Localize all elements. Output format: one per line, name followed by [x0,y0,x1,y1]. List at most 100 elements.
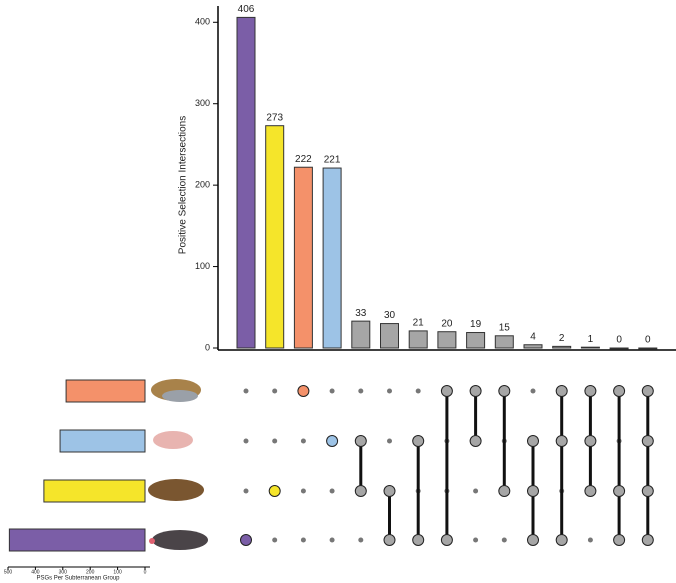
set-size-bar [43,479,146,503]
empty-dot [272,438,278,444]
member-dot [383,485,396,497]
member-dot [641,385,654,397]
set-size-bar [8,528,146,552]
member-dot [613,485,626,497]
set-size-tick-label: 100 [113,569,122,575]
value-label: 1 [588,334,594,345]
bar [523,344,543,349]
bar [380,323,399,349]
value-label: 21 [413,318,425,329]
member-dot [584,435,597,447]
x-axis-label: PSGs Per Subterranean Group [36,576,120,582]
empty-dot [300,488,306,494]
y-tick-label: 400 [195,17,210,27]
set-size-tick-label: 0 [144,569,147,575]
bar [437,331,457,349]
empty-dot [501,537,507,543]
bar [408,330,428,349]
member-dot [440,534,453,546]
value-label: 221 [324,155,341,166]
empty-dot [415,388,421,394]
member-dot [469,435,482,447]
member-dot [641,485,654,497]
bar [265,125,285,349]
bar [552,345,572,349]
value-label: 0 [645,335,651,346]
member-dot [641,534,654,546]
y-tick-label: 200 [195,180,210,190]
value-label: 15 [499,322,511,333]
value-label: 273 [266,112,283,123]
member-dot [555,385,568,397]
member-dot [297,385,310,397]
animal-icons [148,379,208,550]
member-dot [584,385,597,397]
empty-dot [243,388,249,394]
empty-dot [329,488,335,494]
empty-dot [358,537,364,543]
member-dot [326,435,339,447]
set-size-bar [59,429,146,453]
empty-dot [329,537,335,543]
member-dot [641,435,654,447]
member-dot [527,435,539,447]
value-label: 2 [559,333,565,344]
set-size-tick-label: 500 [4,569,13,575]
bar [638,347,658,350]
empty-dot [243,438,249,444]
empty-dot [243,488,249,494]
value-label: 33 [355,308,367,319]
empty-dot [387,388,392,394]
value-label: 406 [238,4,255,15]
member-dot [498,385,511,397]
member-dot [527,534,539,546]
value-label: 222 [295,154,312,165]
member-dot [527,485,539,497]
empty-dot [300,438,306,444]
set-size-tick-label: 300 [59,569,68,575]
empty-dot [358,388,364,394]
member-dot [469,385,482,397]
empty-dot [587,537,593,543]
member-dot [584,485,597,497]
member-dot [498,485,511,497]
value-label: 19 [470,319,482,330]
member-dot [240,534,252,546]
member-dot [354,435,367,447]
empty-dot [473,488,479,494]
set-size-tick-label: 400 [31,569,40,575]
set-size-bar [65,379,146,403]
empty-dot [530,388,536,394]
empty-dot [329,388,335,394]
member-dot [412,435,425,447]
value-label: 20 [441,318,453,329]
y-axis-label: Positive Selection Intersections [178,116,189,254]
value-label: 0 [616,335,622,346]
empty-dot [272,537,278,543]
bar [494,335,514,349]
empty-dot [300,537,306,543]
bar [466,332,486,349]
bar [293,166,313,349]
bar [351,320,371,349]
value-label: 4 [530,331,536,342]
empty-dot [387,438,392,444]
member-dot [412,534,425,546]
empty-dot [473,537,479,543]
member-dot [354,485,367,497]
bar [322,167,342,349]
member-dot [555,435,568,447]
y-tick-label: 300 [195,98,210,108]
member-dot [268,485,281,497]
member-dot [440,385,453,397]
member-dot [383,534,396,546]
bar [580,346,600,349]
value-label: 30 [384,310,396,321]
bar [236,16,256,349]
set-size-tick-label: 200 [86,569,95,575]
member-dot [613,534,626,546]
y-tick-label: 100 [195,261,210,271]
empty-dot [272,388,278,394]
bar [609,347,629,350]
